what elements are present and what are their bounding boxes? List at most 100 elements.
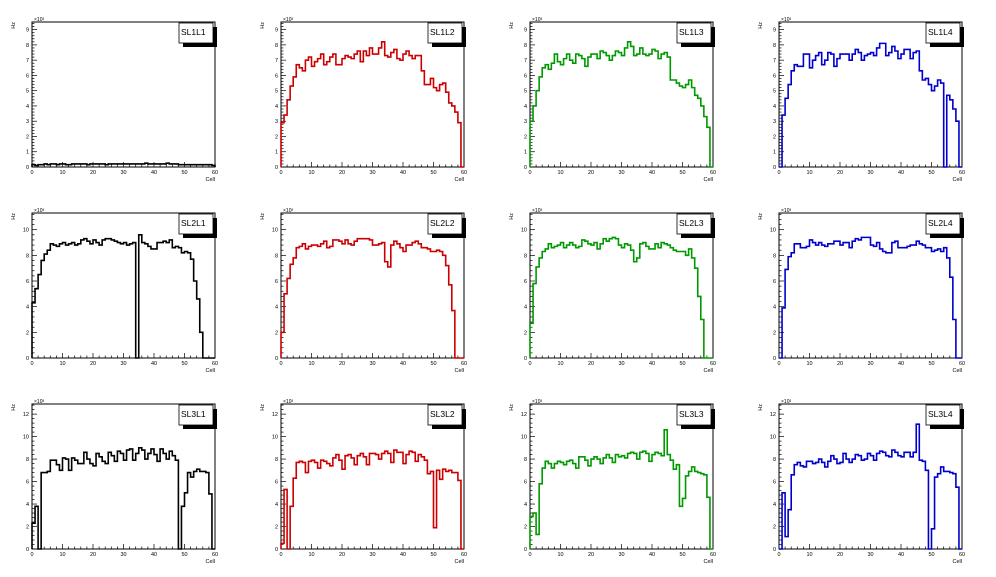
title-box — [178, 213, 214, 235]
x-tick-label: 20 — [588, 552, 594, 558]
histogram-bin — [446, 92, 449, 167]
x-tick-label: 60 — [710, 552, 716, 558]
histogram-bin — [406, 51, 409, 167]
histogram-bin — [813, 464, 816, 549]
histogram-bin — [822, 462, 825, 549]
histogram-bin — [831, 54, 834, 167]
y-tick-label: 2 — [275, 330, 278, 336]
x-tick-label: 40 — [151, 170, 157, 176]
histogram-bin — [175, 164, 178, 167]
histogram-bin — [612, 56, 615, 167]
y-tick-label: 8 — [26, 253, 29, 259]
x-tick-label: 50 — [430, 552, 436, 558]
y-tick-label: 8 — [773, 43, 776, 49]
histogram-bin — [348, 57, 351, 167]
histogram-bin — [938, 249, 941, 358]
histogram-bin — [922, 245, 925, 358]
histogram-bin — [93, 164, 96, 167]
histogram-bin — [366, 465, 369, 549]
histogram-bin — [169, 164, 172, 167]
x-axis-title: Cell — [455, 177, 464, 183]
x-tick-label: 20 — [588, 170, 594, 176]
histogram-bin — [928, 85, 931, 167]
histogram-bin — [369, 240, 372, 358]
histogram-bin — [391, 462, 394, 549]
histogram-bin — [542, 68, 545, 167]
x-tick-label: 0 — [777, 361, 780, 367]
x-tick-label: 10 — [59, 170, 65, 176]
histogram-bin — [846, 459, 849, 549]
histogram-bin — [44, 254, 47, 358]
histogram-title: SL2L3 — [679, 218, 704, 228]
y-tick-label: 8 — [275, 253, 278, 259]
histogram-bin — [600, 464, 603, 549]
histogram-bin — [925, 470, 928, 549]
histogram-bin — [904, 452, 907, 549]
histogram-bin — [597, 459, 600, 549]
histogram-bin — [867, 54, 870, 167]
histogram-bin — [588, 466, 591, 549]
histogram-bin — [606, 56, 609, 167]
histogram-bin — [315, 462, 318, 549]
y-axis-exponent: ×10³ — [781, 399, 791, 405]
histogram-bin — [105, 165, 108, 167]
histogram-pad-sl3l2: 0 10 20 30 40 50 60 0 2 4 6 8 10 12 Cell Hz ×10³ SL3L2 — [260, 399, 467, 565]
histogram-bin — [800, 466, 803, 549]
histogram-bin — [904, 248, 907, 358]
x-tick-label: 30 — [618, 361, 624, 367]
x-tick-label: 60 — [710, 361, 716, 367]
histogram-bin — [953, 109, 956, 167]
histogram-bin — [701, 320, 704, 358]
y-tick-label: 2 — [26, 330, 29, 336]
y-axis-exponent: ×10³ — [532, 399, 542, 405]
x-tick-label: 50 — [430, 361, 436, 367]
histogram-bin — [458, 480, 461, 549]
histogram-bin — [394, 49, 397, 167]
histogram-bin — [90, 164, 93, 167]
histogram-bin — [172, 248, 175, 358]
histogram-bin — [673, 250, 676, 358]
histogram-bin — [539, 484, 542, 549]
histogram-bin — [813, 60, 816, 167]
histogram-bin — [318, 468, 321, 549]
histogram-bin — [686, 476, 689, 549]
histogram-bin — [686, 85, 689, 167]
histogram-bin — [41, 260, 44, 358]
histogram-bin — [819, 243, 822, 358]
y-axis-title: Hz — [260, 22, 266, 29]
histogram-bin — [576, 468, 579, 549]
histogram-bin — [852, 241, 855, 358]
histogram-bin — [421, 248, 424, 358]
histogram-bin — [622, 456, 625, 549]
histogram-bin — [658, 59, 661, 167]
histogram-bin — [901, 248, 904, 358]
histogram-bin — [145, 459, 148, 549]
histogram-bin — [898, 456, 901, 549]
x-tick-label: 60 — [212, 170, 218, 176]
y-tick-label: 6 — [773, 279, 776, 285]
histogram-bin — [579, 56, 582, 167]
histogram-bin — [567, 54, 570, 167]
histogram-bin — [403, 251, 406, 358]
histogram-bin — [806, 54, 809, 167]
histogram-bin — [172, 456, 175, 549]
histogram-bin — [369, 453, 372, 549]
histogram-bin — [707, 497, 710, 549]
y-tick-label: 5 — [773, 89, 776, 95]
histogram-bin — [530, 516, 533, 549]
histogram-bin — [136, 453, 139, 549]
histogram-bin — [861, 460, 864, 549]
title-box — [178, 404, 214, 426]
histogram-bin — [530, 323, 533, 358]
histogram-bin — [800, 248, 803, 358]
histogram-bin — [655, 51, 658, 167]
histogram-line — [31, 447, 215, 550]
histogram-bin — [84, 164, 87, 167]
histogram-bin — [66, 165, 69, 167]
histogram-bin — [108, 164, 111, 167]
x-tick-label: 30 — [369, 361, 375, 367]
histogram-bin — [400, 452, 403, 549]
histogram-bin — [434, 528, 437, 549]
y-tick-label: 2 — [524, 330, 527, 336]
